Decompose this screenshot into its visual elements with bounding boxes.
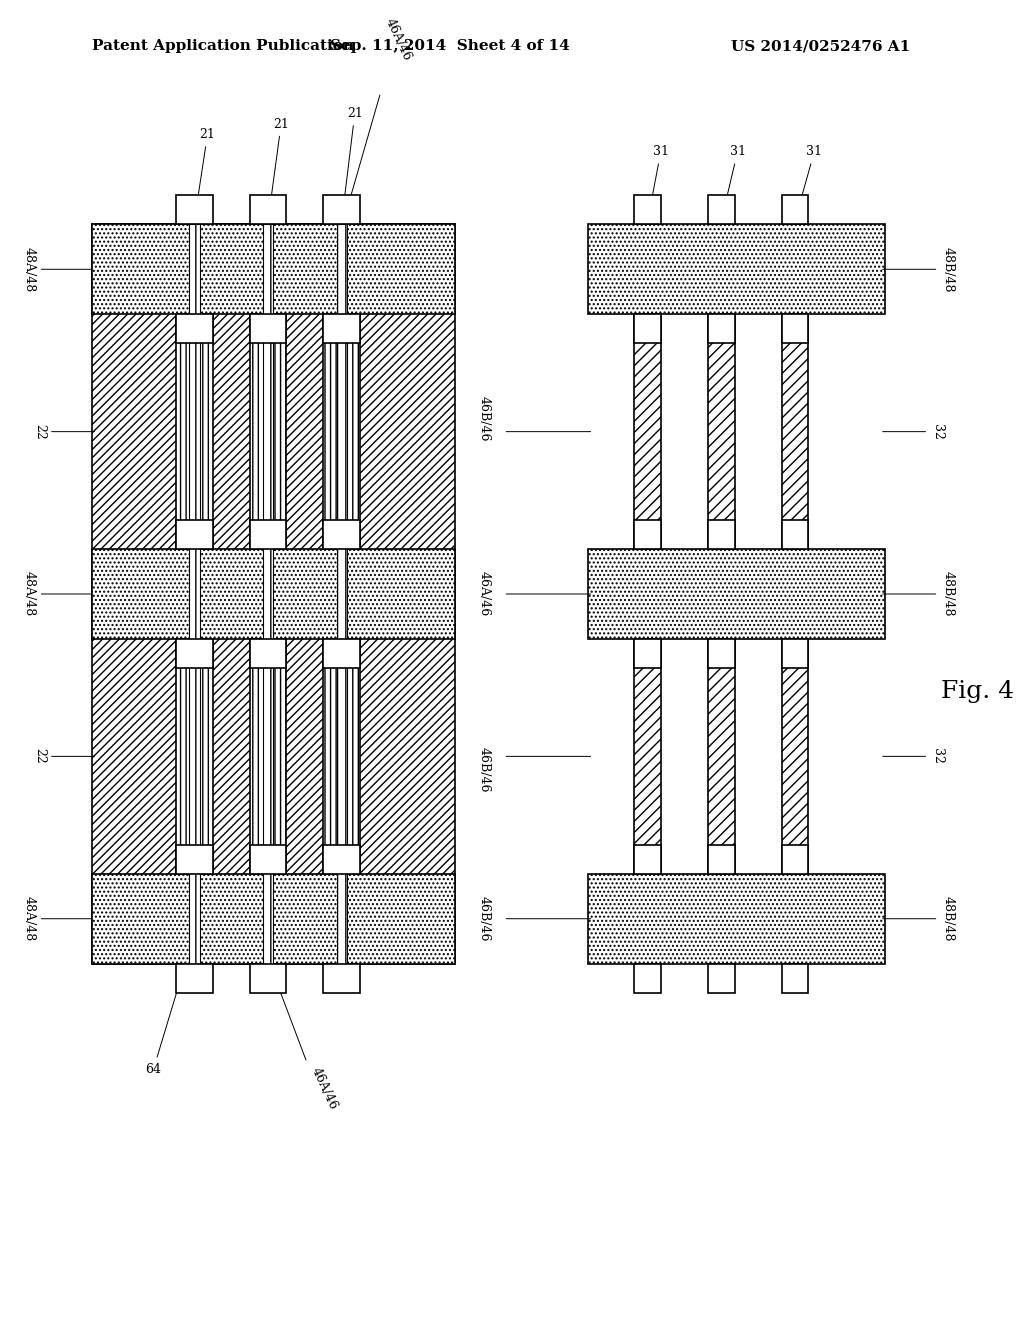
Text: 46B/46: 46B/46 bbox=[477, 747, 490, 792]
Bar bbox=[176, 964, 213, 993]
Text: 32: 32 bbox=[883, 748, 944, 764]
Bar bbox=[708, 845, 734, 874]
Bar bbox=[92, 224, 456, 964]
Bar bbox=[781, 520, 808, 549]
Text: 64: 64 bbox=[145, 970, 183, 1076]
Bar bbox=[92, 224, 456, 314]
Bar bbox=[708, 314, 734, 343]
Bar bbox=[634, 845, 660, 874]
Bar bbox=[250, 195, 287, 224]
Bar bbox=[176, 195, 213, 224]
Text: 46A/46: 46A/46 bbox=[309, 1065, 340, 1113]
Bar bbox=[634, 314, 660, 343]
Bar bbox=[781, 224, 808, 964]
Bar bbox=[92, 549, 456, 639]
Bar bbox=[634, 224, 660, 964]
Bar bbox=[324, 964, 360, 993]
Bar bbox=[324, 195, 360, 224]
Bar bbox=[781, 224, 808, 964]
Bar bbox=[589, 874, 885, 964]
Text: 21: 21 bbox=[268, 117, 289, 218]
Text: 46A/46: 46A/46 bbox=[477, 572, 490, 616]
Text: 48B/48: 48B/48 bbox=[883, 572, 954, 616]
Bar bbox=[189, 224, 200, 964]
Text: 22: 22 bbox=[33, 424, 94, 440]
Bar bbox=[250, 224, 287, 964]
Bar bbox=[781, 964, 808, 993]
Bar bbox=[176, 845, 213, 874]
Text: 48A/48: 48A/48 bbox=[23, 896, 94, 941]
Bar bbox=[176, 314, 213, 343]
Bar bbox=[634, 520, 660, 549]
Bar bbox=[92, 224, 456, 964]
Bar bbox=[176, 224, 213, 964]
Text: 48A/48: 48A/48 bbox=[23, 247, 94, 292]
Text: 31: 31 bbox=[648, 145, 669, 218]
Bar bbox=[634, 195, 660, 224]
Bar bbox=[92, 549, 456, 639]
Bar bbox=[176, 520, 213, 549]
Bar bbox=[324, 520, 360, 549]
Bar bbox=[708, 224, 734, 964]
Bar bbox=[92, 224, 456, 314]
Bar bbox=[589, 549, 885, 639]
Bar bbox=[337, 224, 347, 964]
Bar bbox=[92, 874, 456, 964]
Bar bbox=[250, 224, 287, 964]
Bar bbox=[589, 874, 885, 964]
Bar bbox=[781, 195, 808, 224]
Text: 48B/48: 48B/48 bbox=[883, 896, 954, 941]
Bar bbox=[176, 224, 213, 964]
Bar bbox=[589, 549, 885, 639]
Bar bbox=[781, 639, 808, 668]
Text: Sep. 11, 2014  Sheet 4 of 14: Sep. 11, 2014 Sheet 4 of 14 bbox=[331, 40, 570, 53]
Bar bbox=[708, 639, 734, 668]
Bar bbox=[250, 845, 287, 874]
Bar bbox=[324, 845, 360, 874]
Bar bbox=[250, 520, 287, 549]
Text: 46B/46: 46B/46 bbox=[477, 396, 490, 441]
Text: 31: 31 bbox=[796, 145, 822, 218]
Text: US 2014/0252476 A1: US 2014/0252476 A1 bbox=[731, 40, 910, 53]
Text: Fig. 4: Fig. 4 bbox=[941, 680, 1014, 704]
Text: Patent Application Publication: Patent Application Publication bbox=[92, 40, 354, 53]
Text: 32: 32 bbox=[883, 424, 944, 440]
Text: 22: 22 bbox=[33, 748, 94, 764]
Bar bbox=[589, 224, 885, 314]
Bar bbox=[324, 224, 360, 964]
Bar bbox=[708, 964, 734, 993]
Text: 31: 31 bbox=[722, 145, 745, 218]
Text: 46B/46: 46B/46 bbox=[477, 896, 490, 941]
Bar bbox=[189, 224, 200, 964]
Bar bbox=[250, 314, 287, 343]
Text: 48A/48: 48A/48 bbox=[23, 572, 94, 616]
Bar bbox=[708, 224, 734, 964]
Bar bbox=[250, 639, 287, 668]
Bar bbox=[92, 874, 456, 964]
Text: 21: 21 bbox=[195, 128, 215, 218]
Bar bbox=[589, 224, 885, 314]
Bar bbox=[324, 314, 360, 343]
Text: 46A/46: 46A/46 bbox=[383, 16, 414, 63]
Bar bbox=[324, 639, 360, 668]
Text: 21: 21 bbox=[342, 107, 362, 218]
Bar bbox=[250, 964, 287, 993]
Bar bbox=[263, 224, 273, 964]
Bar bbox=[337, 224, 347, 964]
Bar bbox=[634, 224, 660, 964]
Bar bbox=[263, 224, 273, 964]
Bar bbox=[324, 224, 360, 964]
Bar bbox=[634, 964, 660, 993]
Bar bbox=[708, 520, 734, 549]
Bar bbox=[634, 639, 660, 668]
Bar bbox=[708, 195, 734, 224]
Bar bbox=[176, 639, 213, 668]
Text: 48B/48: 48B/48 bbox=[883, 247, 954, 292]
Bar bbox=[781, 845, 808, 874]
Bar bbox=[781, 314, 808, 343]
